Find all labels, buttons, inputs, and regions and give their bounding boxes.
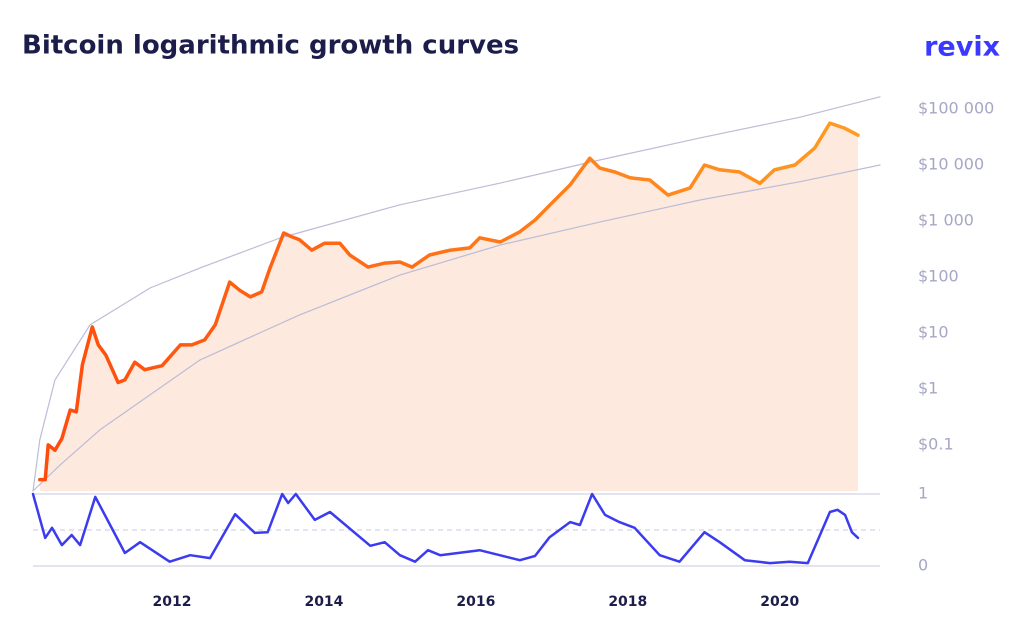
y-tick-label: $1 xyxy=(918,378,938,397)
y-tick-label: 1 xyxy=(918,484,928,503)
series-line xyxy=(38,121,860,482)
series-line xyxy=(32,164,881,492)
chart-title: Bitcoin logarithmic growth curves xyxy=(22,31,519,61)
y-tick-label: $10 000 xyxy=(918,154,984,173)
x-tick-label: 2012 xyxy=(153,594,192,610)
y-tick-label: $10 xyxy=(918,322,949,341)
x-tick-label: 2020 xyxy=(760,594,799,610)
series-line xyxy=(31,492,860,565)
y-tick-label: $100 xyxy=(918,266,959,285)
brand-logo: revix xyxy=(924,32,1000,63)
y-tick-label: 0 xyxy=(918,556,928,575)
y-tick-label: $1 000 xyxy=(918,210,974,229)
x-tick-label: 2014 xyxy=(304,594,343,610)
y-tick-label: $100 000 xyxy=(918,98,994,117)
y-tick-label: $0.1 xyxy=(918,434,954,453)
price-area xyxy=(39,123,859,491)
x-tick-label: 2016 xyxy=(456,594,495,610)
x-tick-label: 2018 xyxy=(608,594,647,610)
